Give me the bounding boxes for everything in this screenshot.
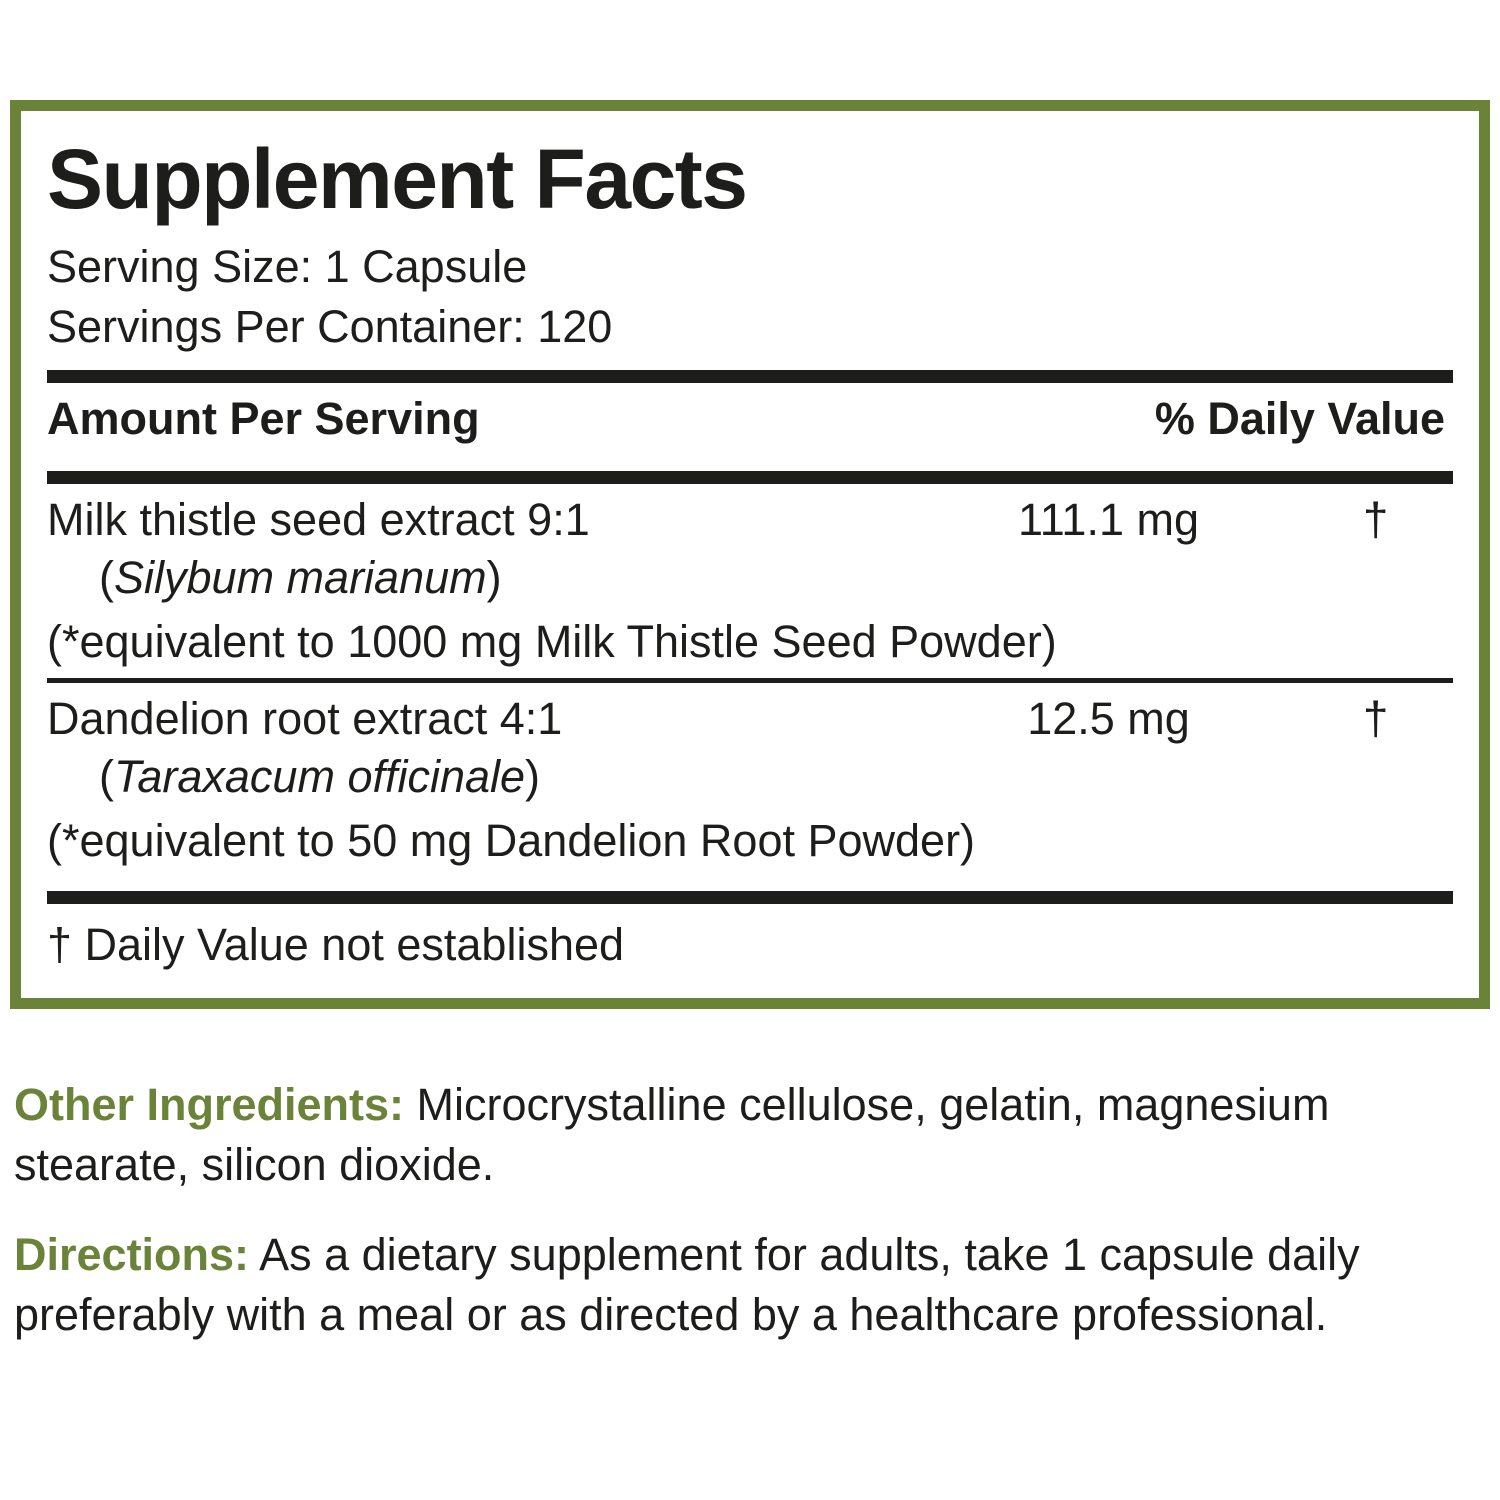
latin-close-paren: )	[486, 552, 502, 604]
directions-paragraph: Directions: As a dietary supplement for …	[14, 1225, 1454, 1345]
panel-title: Supplement Facts	[47, 132, 748, 226]
other-ingredients-text: Microcrystalline cellulose, gelatin, mag…	[14, 1079, 1330, 1190]
column-header-daily-value: % Daily Value	[1154, 393, 1445, 445]
nutrient-row: Dandelion root extract 4:1 12.5 mg † (Ta…	[47, 683, 1453, 877]
latin-open-paren: (	[99, 552, 114, 604]
directions-label: Directions:	[14, 1228, 250, 1280]
nutrient-equivalent-note: (*equivalent to 50 mg Dandelion Root Pow…	[47, 814, 976, 866]
other-ingredients-label: Other Ingredients:	[14, 1079, 405, 1130]
divider-thick-top	[47, 370, 1453, 384]
table-header-row: Amount Per Serving % Daily Value	[47, 383, 1453, 457]
divider-thin-between-nutrients	[47, 678, 1453, 684]
latin-binomial: Silybum marianum	[114, 552, 487, 604]
nutrient-daily-value: †	[1362, 493, 1389, 546]
serving-size-line: Serving Size: 1 Capsule	[47, 240, 528, 292]
daily-value-footnote: † Daily Value not established	[47, 919, 625, 971]
nutrient-latin-name: (Silybum marianum)	[47, 549, 1453, 607]
nutrient-name: Milk thistle seed extract 9:1	[47, 494, 590, 546]
nutrient-row: Milk thistle seed extract 9:1 111.1 mg †…	[47, 484, 1453, 678]
nutrient-amount: 111.1 mg	[1018, 494, 1199, 546]
servings-per-container-line: Servings Per Container: 120	[47, 300, 613, 352]
divider-thick-header	[47, 471, 1453, 485]
column-header-amount-per-serving: Amount Per Serving	[47, 393, 480, 445]
other-ingredients-paragraph: Other Ingredients: Microcrystalline cell…	[14, 1075, 1454, 1195]
supplement-facts-panel: Supplement Facts Serving Size: 1 Capsule…	[10, 100, 1490, 1010]
nutrient-latin-name: (Taraxacum officinale)	[47, 748, 1453, 806]
directions-text: As a dietary supplement for adults, take…	[14, 1228, 1360, 1340]
latin-binomial: Taraxacum officinale	[114, 751, 526, 803]
latin-close-paren: )	[525, 751, 541, 803]
label-body-text: Other Ingredients: Microcrystalline cell…	[14, 1075, 1454, 1344]
nutrient-equivalent-note: (*equivalent to 1000 mg Milk Thistle See…	[47, 615, 1057, 667]
divider-thick-bottom	[47, 891, 1453, 905]
nutrient-name: Dandelion root extract 4:1	[47, 693, 563, 745]
nutrient-amount: 12.5 mg	[1027, 693, 1190, 745]
nutrient-daily-value: †	[1362, 692, 1389, 745]
latin-open-paren: (	[99, 751, 114, 803]
